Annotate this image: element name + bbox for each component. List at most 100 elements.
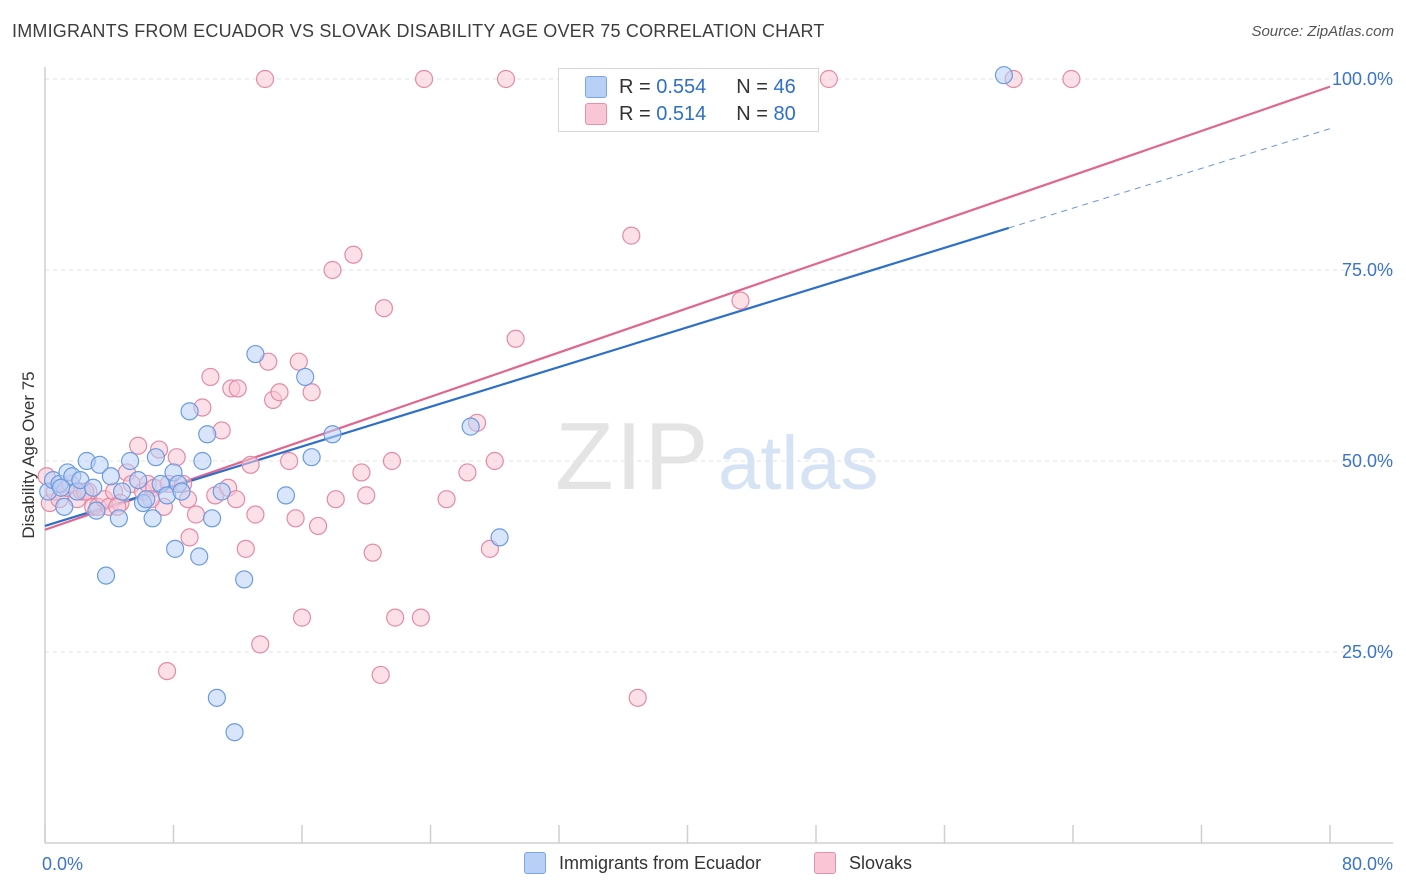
legend-n-label: N = bbox=[736, 75, 768, 98]
y-axis-label: Disability Age Over 75 bbox=[19, 371, 38, 538]
slovaks-point bbox=[323, 260, 342, 280]
ecuador-point bbox=[302, 448, 321, 467]
ecuador-point bbox=[207, 688, 226, 707]
legend-swatch-pink bbox=[585, 103, 607, 125]
ecuador-point bbox=[225, 723, 244, 742]
ecuador-point bbox=[143, 509, 162, 528]
ecuador-point bbox=[109, 509, 128, 528]
ecuador-point bbox=[296, 367, 315, 387]
chart-title: IMMIGRANTS FROM ECUADOR VS SLOVAK DISABI… bbox=[12, 21, 825, 41]
slovaks-point bbox=[326, 490, 345, 509]
legend-swatch-blue bbox=[585, 76, 607, 98]
ecuador-points bbox=[39, 66, 1014, 742]
bottom-legend-ecuador[interactable]: Immigrants from Ecuador bbox=[524, 852, 761, 874]
legend-n-label: N = bbox=[736, 102, 768, 125]
ecuador-point bbox=[198, 425, 217, 444]
ecuador-trend-line bbox=[44, 226, 1010, 527]
slovaks-point bbox=[628, 688, 647, 707]
slovaks-point bbox=[201, 367, 220, 387]
slovaks-point bbox=[414, 69, 434, 89]
watermark-zip: ZIP bbox=[555, 403, 710, 510]
ecuador-point bbox=[172, 482, 191, 501]
y-tick-label: 25.0% bbox=[1342, 642, 1393, 662]
slovaks-point bbox=[236, 539, 255, 558]
legend-r-value: 0.514 bbox=[656, 102, 707, 125]
slovaks-point bbox=[437, 490, 456, 509]
slovaks-point bbox=[819, 69, 838, 89]
slovaks-point bbox=[731, 291, 750, 310]
legend-r-label: R = bbox=[619, 75, 651, 98]
slovaks-point bbox=[506, 329, 525, 348]
slovaks-point bbox=[382, 451, 402, 471]
bottom-legend-label: Slovaks bbox=[849, 852, 913, 873]
ecuador-point bbox=[146, 448, 165, 467]
slovaks-point bbox=[496, 69, 516, 89]
ecuador-point bbox=[121, 451, 140, 471]
legend-row-slovaks: R = 0.514 N = 80 bbox=[585, 101, 796, 127]
slovaks-point bbox=[255, 69, 275, 89]
ecuador-point bbox=[276, 486, 296, 505]
ecuador-point bbox=[180, 402, 199, 421]
ecuador-point bbox=[193, 451, 212, 471]
bottom-legend-slovaks[interactable]: Slovaks bbox=[814, 852, 912, 874]
ecuador-point bbox=[461, 417, 480, 436]
slovaks-point bbox=[302, 383, 321, 402]
y-tick-label: 100.0% bbox=[1332, 69, 1393, 89]
slovaks-point bbox=[280, 451, 299, 471]
slovaks-point bbox=[289, 352, 308, 371]
ecuador-point bbox=[90, 455, 109, 474]
legend-r-value: 0.554 bbox=[656, 75, 707, 98]
ecuador-point bbox=[96, 566, 116, 585]
axes bbox=[44, 67, 1393, 844]
slovaks-point bbox=[458, 463, 477, 482]
legend: R = 0.554 N = 46 R = 0.514 N = 80 bbox=[558, 68, 819, 132]
slovaks-point bbox=[622, 226, 641, 245]
ecuador-point bbox=[490, 528, 509, 547]
bottom-legend-label: Immigrants from Ecuador bbox=[559, 852, 762, 873]
ecuador-point bbox=[84, 478, 103, 497]
grid-lines bbox=[45, 78, 1393, 653]
watermark-atlas: atlas bbox=[718, 421, 879, 506]
slovaks-point bbox=[374, 299, 394, 318]
ecuador-point bbox=[55, 497, 74, 516]
tick-labels: 25.0% 50.0% 75.0% 100.0% 0.0% 80.0% bbox=[42, 69, 1393, 874]
slovaks-point bbox=[352, 463, 371, 482]
slovaks-point bbox=[167, 448, 186, 467]
legend-row-ecuador: R = 0.554 N = 46 bbox=[585, 74, 796, 100]
ecuador-point bbox=[129, 471, 148, 490]
slovaks-point bbox=[246, 505, 265, 524]
slovaks-point bbox=[286, 509, 305, 528]
ecuador-point bbox=[87, 501, 106, 520]
ecuador-point bbox=[235, 570, 254, 589]
slovaks-point bbox=[485, 451, 504, 471]
bottom-legend: Immigrants from Ecuador Slovaks bbox=[0, 852, 1406, 878]
ecuador-point bbox=[51, 478, 71, 497]
slovaks-point bbox=[308, 516, 328, 536]
slovaks-point bbox=[1062, 69, 1081, 89]
slovaks-point bbox=[270, 383, 289, 402]
slovaks-point bbox=[386, 608, 405, 627]
slovaks-point bbox=[227, 490, 246, 509]
slovaks-points bbox=[37, 69, 1081, 707]
slovaks-point bbox=[363, 543, 382, 562]
slovaks-point bbox=[186, 505, 206, 524]
ecuador-point bbox=[101, 467, 120, 486]
ecuador-point bbox=[994, 66, 1014, 85]
slovaks-point bbox=[411, 608, 430, 627]
ecuador-point bbox=[246, 344, 265, 364]
slovaks-point bbox=[292, 608, 312, 627]
ecuador-point bbox=[323, 425, 342, 444]
legend-n-value: 46 bbox=[773, 75, 796, 98]
x-tick-label: 0.0% bbox=[42, 854, 83, 874]
slovaks-point bbox=[344, 245, 363, 264]
slovaks-point bbox=[371, 665, 390, 685]
source-note: Source: ZipAtlas.com bbox=[1251, 23, 1394, 40]
legend-swatch-pink bbox=[814, 852, 836, 874]
slovaks-point bbox=[180, 528, 199, 547]
ecuador-point bbox=[202, 509, 222, 528]
slovaks-point bbox=[228, 379, 247, 398]
ecuador-point bbox=[112, 482, 132, 501]
ecuador-point bbox=[212, 482, 231, 501]
ecuador-point bbox=[137, 490, 156, 509]
